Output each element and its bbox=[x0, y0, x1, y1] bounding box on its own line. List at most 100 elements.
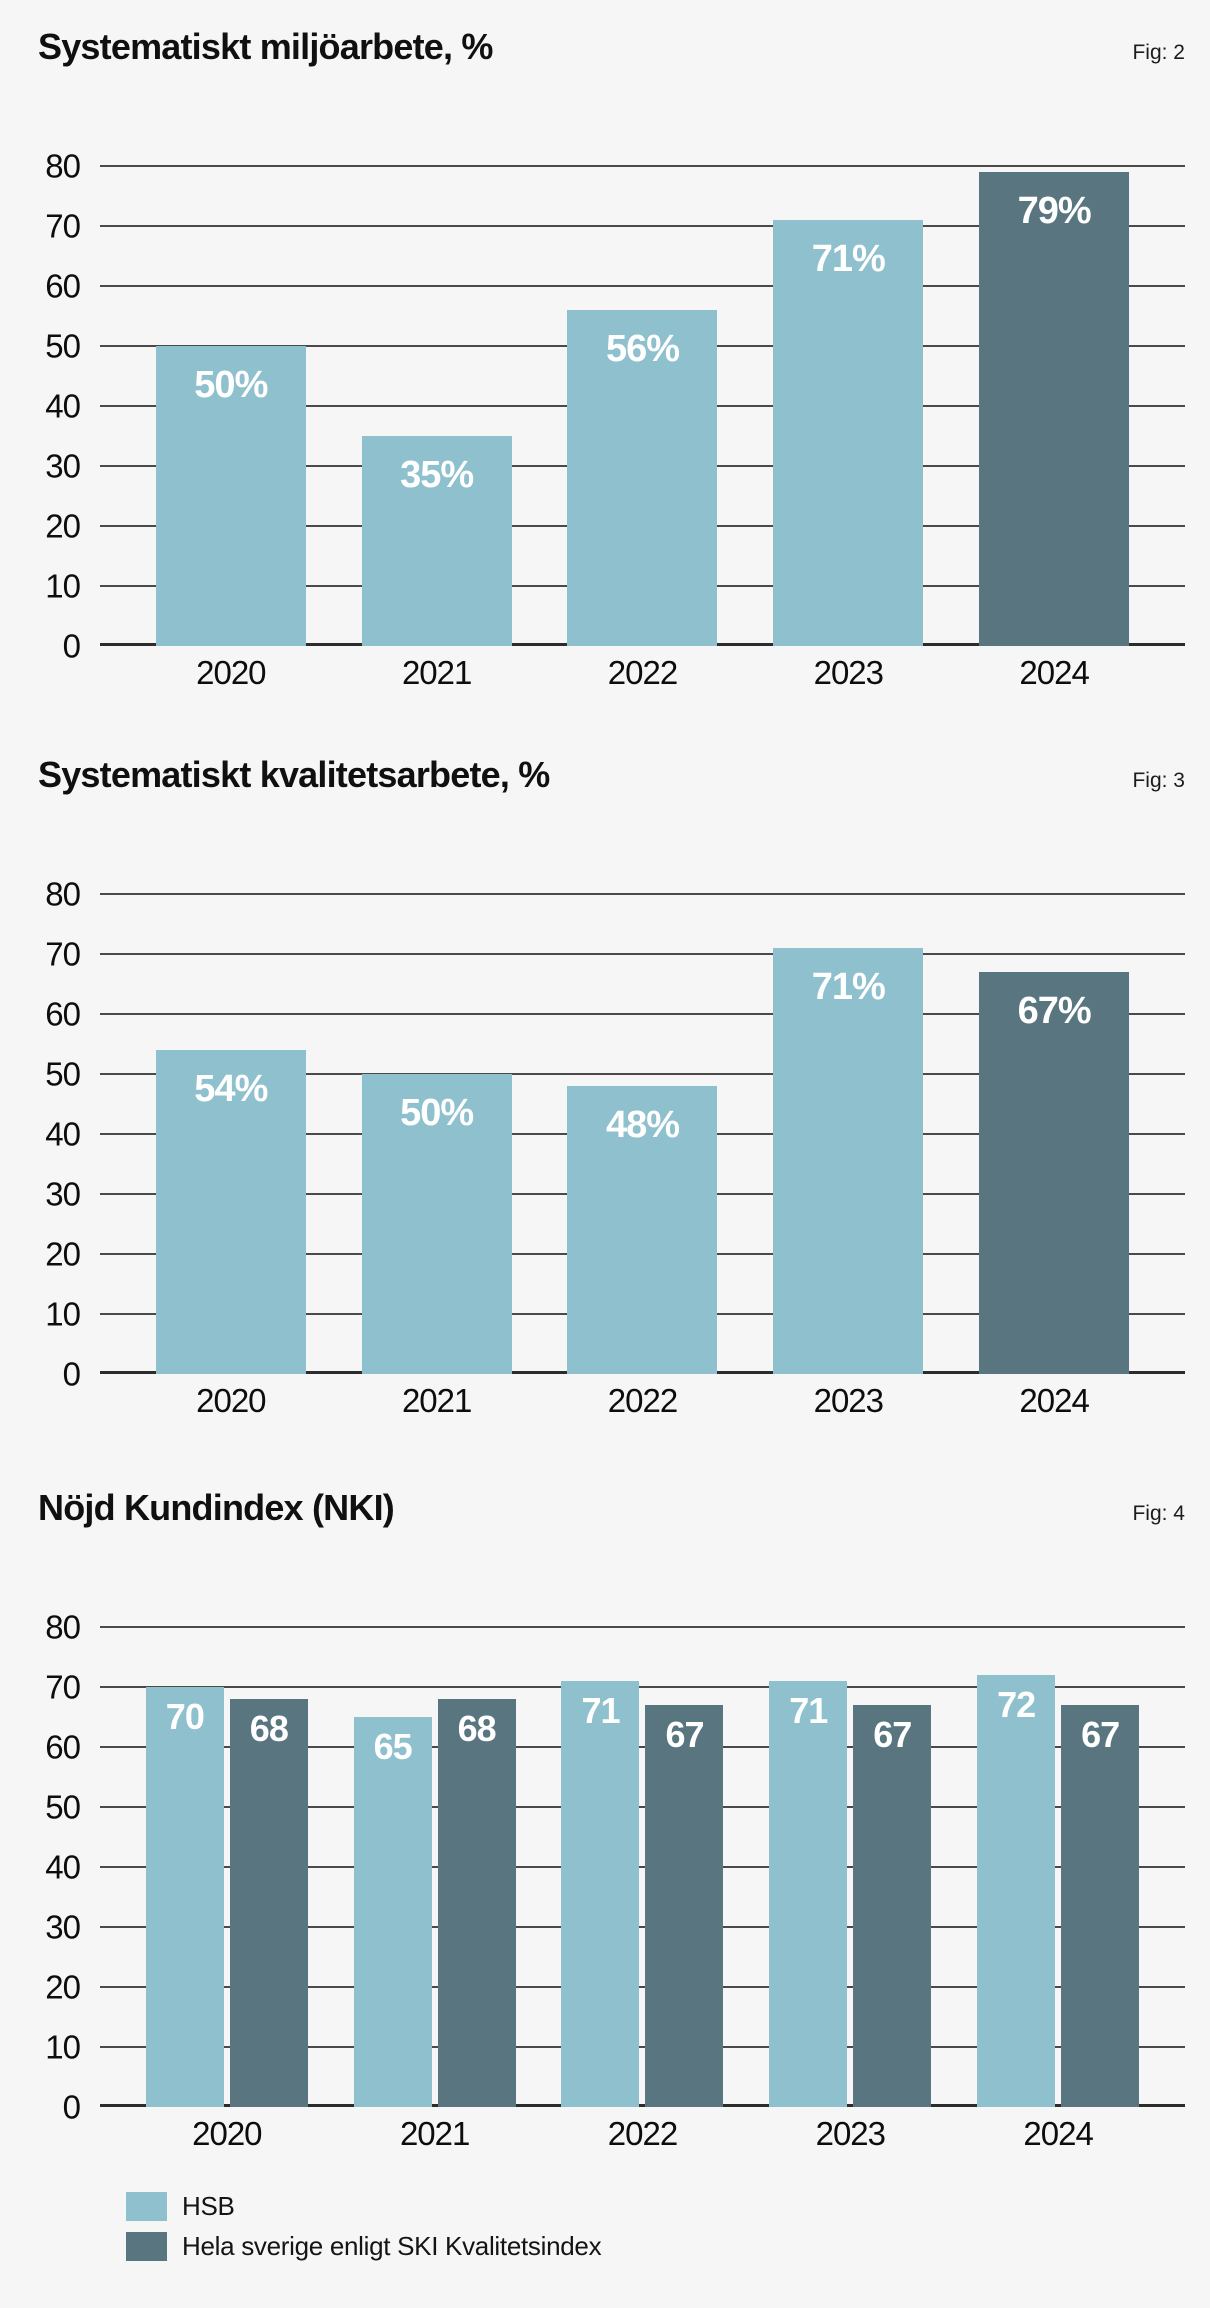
bar-group-2023: 71 67 bbox=[769, 1627, 932, 2107]
gridline bbox=[100, 1866, 1185, 1868]
bar-value-label: 71% bbox=[811, 966, 886, 1008]
gridline bbox=[100, 225, 1185, 227]
bar-value-label: 48% bbox=[605, 1104, 680, 1146]
gridline bbox=[100, 1986, 1185, 1988]
x-tick-label: 2021 bbox=[401, 654, 472, 691]
y-tick-label: 30 bbox=[45, 1908, 81, 1946]
gridline bbox=[100, 1686, 1185, 1688]
y-tick-label: 40 bbox=[45, 1115, 81, 1153]
y-tick-label: 30 bbox=[45, 447, 81, 485]
y-tick-label: 20 bbox=[45, 507, 81, 545]
chart-legend: HSB Hela sverige enligt SKI Kvalitetsind… bbox=[126, 2191, 1185, 2262]
figure-number-label: Fig: 4 bbox=[1132, 1502, 1185, 1525]
x-tick-label: 2024 bbox=[1019, 1382, 1089, 1419]
bar-group-2024: 72 67 bbox=[977, 1627, 1140, 2107]
y-tick-label: 20 bbox=[45, 1235, 81, 1273]
y-tick-label: 20 bbox=[45, 1968, 81, 2006]
bar-2022: 48% bbox=[567, 1086, 718, 1374]
x-tick-label: 2020 bbox=[196, 654, 266, 691]
legend-item-hsb: HSB bbox=[126, 2191, 1185, 2222]
bar-2020-hsb: 70 bbox=[145, 1687, 224, 2107]
bar-2024-hsb: 72 bbox=[977, 1675, 1056, 2107]
y-tick-label: 80 bbox=[45, 1608, 81, 1646]
y-tick-label: 0 bbox=[62, 627, 81, 665]
bar-value-label: 67 bbox=[665, 1714, 704, 1755]
y-tick-label: 50 bbox=[45, 1788, 81, 1826]
x-tick-label: 2021 bbox=[401, 1382, 472, 1419]
bar-group-2021: 65 68 bbox=[353, 1627, 516, 2107]
bar-value-label: 67 bbox=[873, 1714, 912, 1755]
bar-2023: 71% bbox=[773, 220, 924, 646]
bar-value-label: 71% bbox=[811, 238, 886, 280]
bar-value-label: 79% bbox=[1017, 190, 1092, 232]
legend-swatch-ski bbox=[126, 2232, 167, 2261]
figure-number-label: Fig: 2 bbox=[1132, 41, 1185, 64]
chart-nojd-kundindex: Nöjd Kundindex (NKI) Fig: 4 80 70 60 50 40 30… bbox=[38, 1487, 1185, 2155]
y-tick-label: 0 bbox=[62, 1355, 81, 1393]
plot-area: 80 70 60 50 40 30 20 10 0 50% 35% 56% 71% 79% bbox=[45, 150, 1185, 663]
y-tick-label: 60 bbox=[45, 1728, 81, 1766]
y-tick-label: 50 bbox=[45, 1055, 81, 1093]
bar-2020-ski: 68 bbox=[229, 1699, 308, 2107]
gridline bbox=[100, 1013, 1185, 1015]
y-tick-label: 60 bbox=[45, 267, 81, 305]
bar-2020: 50% bbox=[155, 346, 306, 646]
x-tick-label: 2023 bbox=[815, 2115, 886, 2152]
y-tick-label: 10 bbox=[45, 567, 81, 605]
bar-2022: 56% bbox=[567, 310, 718, 646]
legend-swatch-hsb bbox=[126, 2192, 167, 2221]
bar-value-label: 56% bbox=[605, 328, 680, 370]
x-tick-label: 2023 bbox=[813, 1382, 884, 1419]
y-tick-label: 30 bbox=[45, 1175, 81, 1213]
gridline bbox=[100, 2046, 1185, 2048]
x-axis-labels: 2020 2021 2022 2023 2024 bbox=[100, 654, 1185, 694]
gridline bbox=[100, 893, 1185, 895]
bar-value-label: 67 bbox=[1081, 1714, 1120, 1755]
gridline bbox=[100, 1926, 1185, 1928]
x-axis-labels: 2020 2021 2022 2023 2024 bbox=[100, 2115, 1185, 2155]
bar-2024-ski: 67 bbox=[1061, 1705, 1140, 2107]
bar-2021-hsb: 65 bbox=[353, 1717, 432, 2107]
bar-2024: 79% bbox=[979, 172, 1130, 646]
bars-layer: 50% 35% 56% 71% 79% bbox=[100, 166, 1185, 646]
x-tick-label: 2023 bbox=[813, 654, 884, 691]
x-tick-label: 2020 bbox=[192, 2115, 262, 2152]
bar-value-label: 65 bbox=[373, 1726, 413, 1767]
chart-title: Nöjd Kundindex (NKI) bbox=[38, 1487, 395, 1528]
bar-2022-hsb: 71 bbox=[561, 1681, 640, 2107]
bar-2021-ski: 68 bbox=[437, 1699, 516, 2107]
bar-group-2022: 71 67 bbox=[561, 1627, 724, 2107]
gridline bbox=[100, 953, 1185, 955]
bar-group-2020: 70 68 bbox=[145, 1627, 308, 2107]
bars-layer: 70 68 65 68 71 67 71 67 72 67 bbox=[100, 1627, 1185, 2107]
bar-2023-hsb: 71 bbox=[769, 1681, 848, 2107]
bar-2020: 54% bbox=[155, 1050, 306, 1374]
bar-value-label: 71 bbox=[789, 1690, 828, 1731]
legend-label: Hela sverige enligt SKI Kvalitetsindex bbox=[182, 2231, 602, 2261]
y-tick-label: 70 bbox=[45, 935, 81, 973]
bar-value-label: 35% bbox=[400, 454, 474, 496]
bars-layer: 54% 50% 48% 71% 67% bbox=[100, 894, 1185, 1374]
bar-2023-ski: 67 bbox=[853, 1705, 932, 2107]
y-tick-label: 40 bbox=[45, 387, 81, 425]
legend-label: HSB bbox=[182, 2191, 235, 2221]
bar-2022-ski: 67 bbox=[645, 1705, 724, 2107]
legend-item-ski: Hela sverige enligt SKI Kvalitetsindex bbox=[126, 2231, 1185, 2262]
chart-header: Nöjd Kundindex (NKI) Fig: 4 bbox=[38, 1487, 1185, 1528]
x-tick-label: 2022 bbox=[607, 2115, 678, 2152]
bar-value-label: 72 bbox=[997, 1684, 1036, 1725]
y-tick-label: 60 bbox=[45, 995, 81, 1033]
x-tick-label: 2021 bbox=[399, 2115, 470, 2152]
gridline bbox=[100, 1806, 1185, 1808]
chart-title: Systematiskt kvalitetsarbete, % bbox=[38, 754, 550, 795]
x-axis-labels: 2020 2021 2022 2023 2024 bbox=[100, 1382, 1185, 1422]
y-tick-label: 80 bbox=[45, 147, 81, 185]
bar-value-label: 54% bbox=[194, 1068, 268, 1110]
x-tick-label: 2024 bbox=[1023, 2115, 1093, 2152]
y-tick-label: 70 bbox=[45, 1668, 81, 1706]
x-tick-label: 2024 bbox=[1019, 654, 1089, 691]
y-tick-label: 10 bbox=[45, 2028, 81, 2066]
bar-value-label: 68 bbox=[457, 1708, 497, 1749]
bar-value-label: 50% bbox=[400, 1092, 474, 1134]
